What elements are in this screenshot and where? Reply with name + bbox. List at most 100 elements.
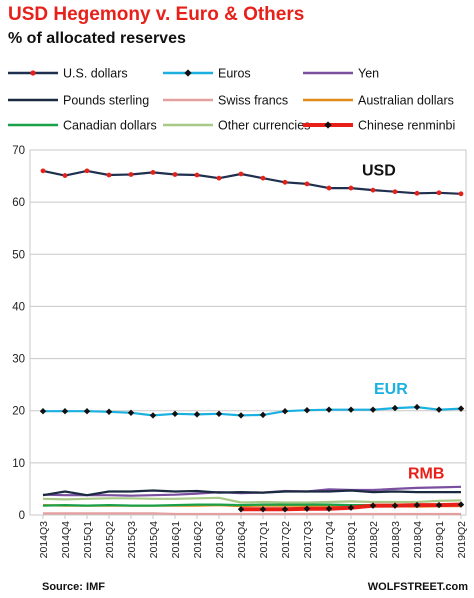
xtick-label-2018q4: 2018Q4 bbox=[412, 521, 424, 559]
point-euros-2017q1 bbox=[259, 411, 267, 419]
point-chinese-renminbi-2017q3 bbox=[303, 505, 311, 512]
point-euros-2014q3 bbox=[39, 408, 47, 415]
xtick-label-2016q1: 2016Q1 bbox=[170, 521, 182, 559]
point-euros-2018q4 bbox=[413, 403, 421, 411]
point-u-s-dollars-2018q2 bbox=[370, 187, 376, 193]
legend-label-chinese-renminbi: Chinese renminbi bbox=[358, 119, 455, 133]
point-euros-2015q3 bbox=[127, 409, 135, 416]
point-euros-2018q1 bbox=[347, 406, 355, 413]
xtick-label-2014q4: 2014Q4 bbox=[60, 521, 72, 559]
point-euros-2019q2 bbox=[457, 405, 465, 412]
xtick-label-2016q2: 2016Q2 bbox=[192, 521, 204, 559]
point-chinese-renminbi-2019q1 bbox=[435, 501, 443, 509]
xtick-label-2018q3: 2018Q3 bbox=[390, 521, 402, 559]
point-euros-2015q1 bbox=[83, 408, 91, 415]
ytick-label-40: 40 bbox=[12, 301, 25, 313]
point-euros-2016q1 bbox=[171, 410, 179, 418]
legend-label-canadian-dollars: Canadian dollars bbox=[63, 119, 157, 133]
point-u-s-dollars-2017q3 bbox=[304, 181, 310, 187]
point-u-s-dollars-2016q1 bbox=[172, 172, 178, 177]
xtick-label-2019q1: 2019Q1 bbox=[434, 521, 446, 559]
chart-subtitle: % of allocated reserves bbox=[8, 30, 186, 47]
point-u-s-dollars-2015q4 bbox=[150, 170, 156, 175]
point-euros-2017q3 bbox=[303, 406, 311, 414]
point-u-s-dollars-2016q2 bbox=[194, 172, 200, 178]
ytick-label-70: 70 bbox=[12, 145, 25, 157]
chart-title: USD Hegemony v. Euro & Others bbox=[8, 4, 305, 25]
series-line-swiss-francs bbox=[43, 512, 461, 516]
point-euros-2016q4 bbox=[237, 412, 245, 419]
ytick-label-10: 10 bbox=[12, 458, 25, 470]
legend-label-swiss-francs: Swiss francs bbox=[218, 94, 288, 108]
point-chinese-renminbi-2018q4 bbox=[413, 501, 421, 509]
point-u-s-dollars-2015q1 bbox=[84, 168, 90, 174]
point-u-s-dollars-2019q1 bbox=[436, 190, 442, 196]
legend-label-euros: Euros bbox=[218, 67, 251, 81]
legend-label-pounds-sterling: Pounds sterling bbox=[63, 94, 149, 108]
ytick-label-50: 50 bbox=[12, 249, 25, 261]
annotation-usd: USD bbox=[362, 162, 396, 179]
xtick-label-2017q2: 2017Q2 bbox=[280, 521, 292, 559]
point-u-s-dollars-2018q3 bbox=[392, 189, 398, 195]
point-u-s-dollars-2014q4 bbox=[62, 173, 68, 178]
point-u-s-dollars-2015q2 bbox=[106, 172, 112, 178]
point-u-s-dollars-2017q2 bbox=[282, 179, 288, 185]
point-chinese-renminbi-2017q1 bbox=[259, 506, 267, 513]
annotation-eur: EUR bbox=[374, 381, 408, 398]
point-chinese-renminbi-2017q4 bbox=[325, 505, 333, 512]
plot-frame bbox=[29, 149, 467, 516]
xtick-label-2015q4: 2015Q4 bbox=[148, 521, 160, 559]
legend-marker-chinese-renminbi bbox=[324, 121, 332, 129]
point-u-s-dollars-2018q1 bbox=[348, 185, 354, 191]
point-chinese-renminbi-2017q2 bbox=[281, 506, 289, 513]
xtick-label-2016q3: 2016Q3 bbox=[214, 521, 226, 559]
series-line-other-currencies bbox=[42, 496, 462, 504]
legend-marker-u-s-dollars bbox=[30, 70, 36, 76]
point-euros-2014q4 bbox=[61, 408, 69, 415]
ytick-label-30: 30 bbox=[12, 354, 25, 366]
legend-label-yen: Yen bbox=[358, 67, 379, 81]
point-chinese-renminbi-2016q4 bbox=[237, 506, 245, 513]
xtick-label-2018q1: 2018Q1 bbox=[346, 521, 358, 559]
xtick-label-2017q4: 2017Q4 bbox=[324, 521, 336, 559]
xtick-label-2015q2: 2015Q2 bbox=[104, 521, 116, 559]
point-chinese-renminbi-2018q2 bbox=[369, 502, 377, 509]
point-euros-2018q3 bbox=[391, 404, 399, 412]
xtick-label-2017q3: 2017Q3 bbox=[302, 521, 314, 559]
point-u-s-dollars-2016q4 bbox=[238, 171, 244, 177]
point-euros-2015q4 bbox=[149, 412, 157, 419]
source-label: Source: IMF bbox=[42, 581, 105, 593]
xtick-label-2015q3: 2015Q3 bbox=[126, 521, 138, 559]
legend-label-other-currencies: Other currencies bbox=[218, 119, 310, 133]
ytick-label-60: 60 bbox=[12, 197, 25, 209]
xtick-label-2015q1: 2015Q1 bbox=[82, 521, 94, 559]
series-line-euros bbox=[43, 406, 462, 417]
xtick-label-2016q4: 2016Q4 bbox=[236, 521, 248, 559]
legend-marker-euros bbox=[184, 69, 192, 77]
xtick-label-2019q2: 2019Q2 bbox=[456, 521, 468, 559]
point-euros-2016q2 bbox=[193, 411, 201, 418]
point-euros-2016q3 bbox=[215, 410, 223, 418]
point-u-s-dollars-2016q3 bbox=[216, 175, 222, 181]
point-euros-2018q2 bbox=[369, 406, 377, 413]
point-euros-2015q2 bbox=[105, 408, 113, 415]
point-euros-2017q4 bbox=[325, 406, 333, 413]
legend-label-australian-dollars: Australian dollars bbox=[358, 94, 454, 108]
ytick-label-20: 20 bbox=[12, 406, 25, 418]
point-u-s-dollars-2017q4 bbox=[326, 185, 332, 191]
ytick-label-0: 0 bbox=[19, 510, 25, 522]
series-line-pounds-sterling bbox=[42, 489, 461, 497]
annotation-rmb: RMB bbox=[408, 466, 444, 483]
point-chinese-renminbi-2018q3 bbox=[391, 502, 399, 509]
point-u-s-dollars-2019q2 bbox=[458, 191, 464, 197]
point-euros-2019q1 bbox=[435, 406, 443, 413]
brand-label: WOLFSTREET.com bbox=[368, 581, 468, 593]
point-u-s-dollars-2017q1 bbox=[260, 175, 266, 181]
series-line-u-s-dollars bbox=[42, 169, 462, 195]
point-chinese-renminbi-2019q2 bbox=[457, 501, 465, 508]
point-u-s-dollars-2015q3 bbox=[128, 172, 134, 177]
point-u-s-dollars-2018q4 bbox=[414, 190, 420, 196]
legend-label-u-s-dollars: U.S. dollars bbox=[63, 67, 128, 81]
point-euros-2017q2 bbox=[281, 408, 289, 415]
